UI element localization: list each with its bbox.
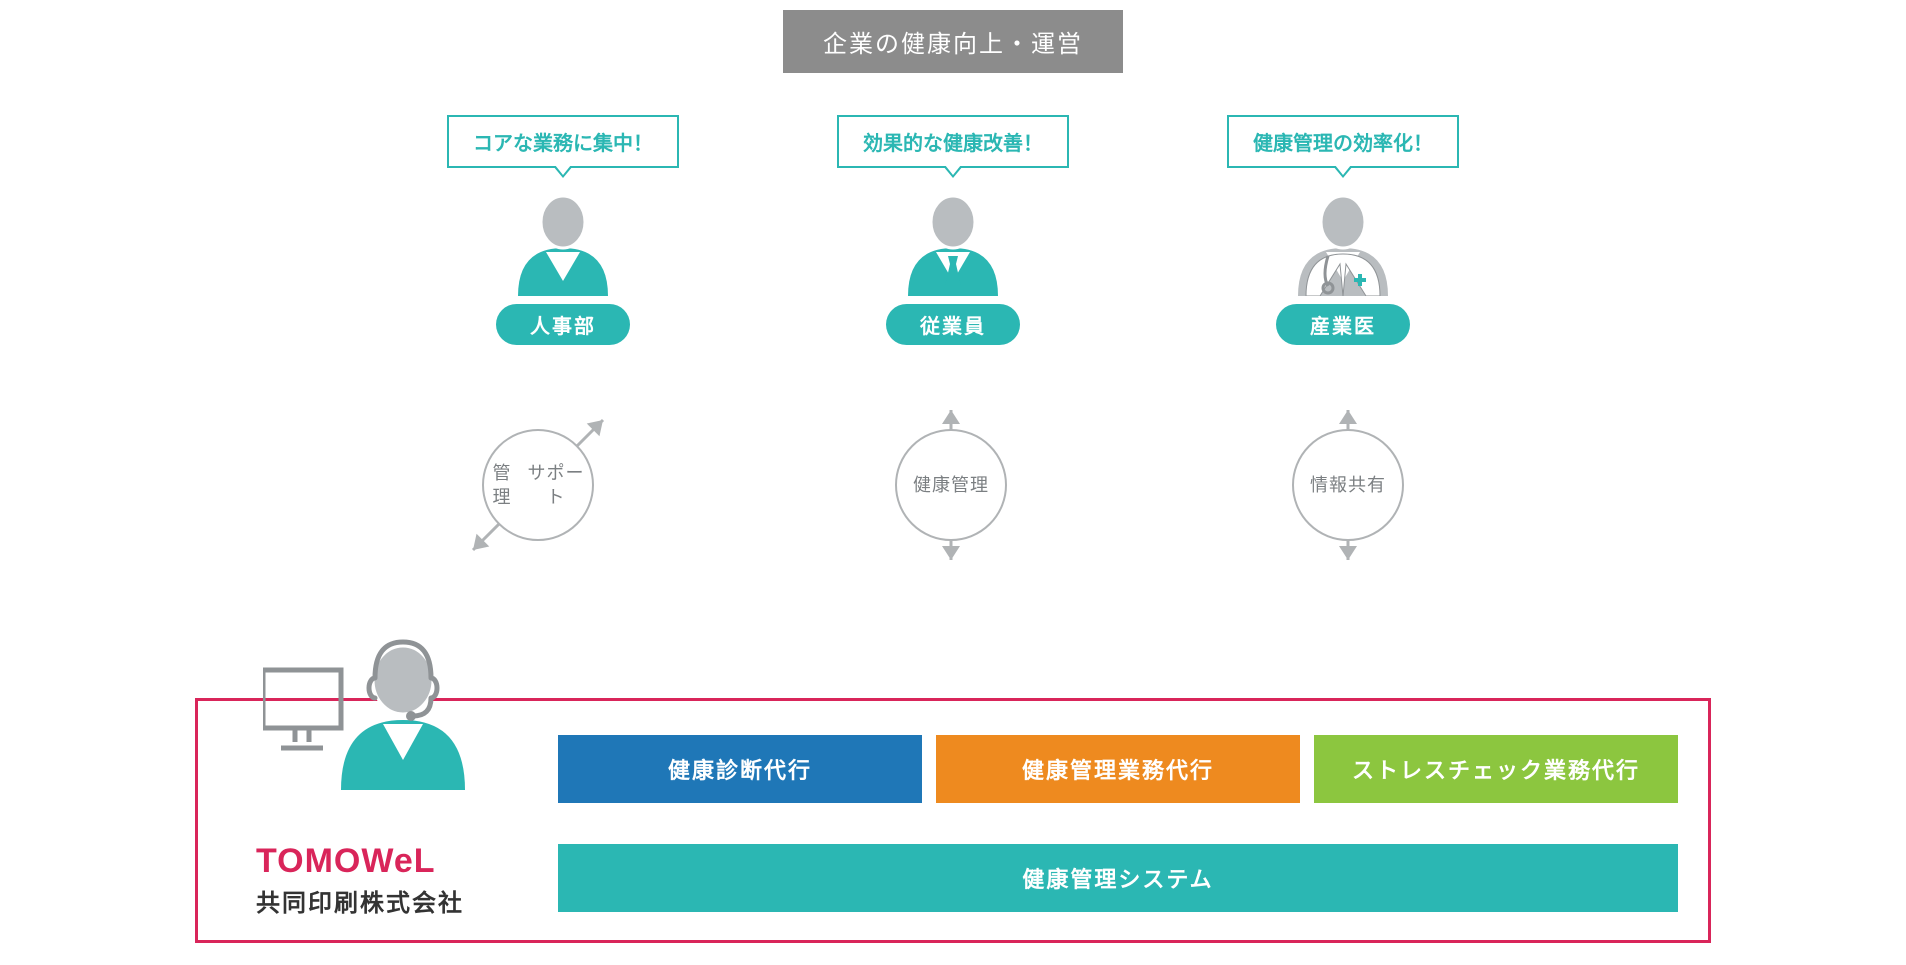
connector-2: 情報共有 bbox=[1273, 410, 1423, 560]
service-box-0: 健康診断代行 bbox=[558, 735, 922, 803]
operator-icon bbox=[263, 620, 473, 790]
connector-text-1: 管理 bbox=[484, 461, 520, 510]
logo-company-text: 共同印刷株式会社 bbox=[256, 883, 464, 918]
services-row: 健康診断代行健康管理業務代行ストレスチェック業務代行 bbox=[558, 735, 1678, 803]
connector-circle: 管理サポート bbox=[482, 429, 594, 541]
logo-brand-text: TOMOWeL bbox=[256, 842, 464, 881]
page-title: 企業の健康向上・運営 bbox=[783, 10, 1123, 73]
roles-row: コアな業務に集中！ 人事部 効果的な健康改善！ 従業員 健康管理の効率化！ 産業医 bbox=[183, 115, 1723, 345]
connector-text-2: 管理 bbox=[951, 473, 989, 497]
connector-circle: 情報共有 bbox=[1292, 429, 1404, 541]
role-hr: コアな業務に集中！ 人事部 bbox=[413, 115, 713, 345]
company-logo: TOMOWeL共同印刷株式会社 bbox=[256, 842, 464, 918]
service-box-1: 健康管理業務代行 bbox=[936, 735, 1300, 803]
connector-1: 健康管理 bbox=[876, 410, 1026, 560]
connector-text-1: 健康 bbox=[913, 473, 951, 497]
role-callout: 効果的な健康改善！ bbox=[837, 115, 1069, 168]
hr-person-icon bbox=[508, 186, 618, 296]
connector-circle: 健康管理 bbox=[895, 429, 1007, 541]
operator-figure bbox=[263, 620, 473, 795]
role-doctor: 健康管理の効率化！ 産業医 bbox=[1193, 115, 1493, 345]
role-label-pill: 従業員 bbox=[886, 304, 1020, 345]
role-label-pill: 人事部 bbox=[496, 304, 630, 345]
connector-text-1: 情報 bbox=[1310, 473, 1348, 497]
service-box-2: ストレスチェック業務代行 bbox=[1314, 735, 1678, 803]
system-bar: 健康管理システム bbox=[558, 844, 1678, 912]
connector-text-2: サポート bbox=[520, 461, 592, 510]
role-employee: 効果的な健康改善！ 従業員 bbox=[803, 115, 1103, 345]
employee-person-icon bbox=[898, 186, 1008, 296]
doctor-person-icon bbox=[1288, 186, 1398, 296]
connector-text-2: 共有 bbox=[1348, 473, 1386, 497]
role-label-pill: 産業医 bbox=[1276, 304, 1410, 345]
role-callout: 健康管理の効率化！ bbox=[1227, 115, 1459, 168]
role-callout: コアな業務に集中！ bbox=[447, 115, 679, 168]
connector-0: 管理サポート bbox=[463, 410, 613, 560]
